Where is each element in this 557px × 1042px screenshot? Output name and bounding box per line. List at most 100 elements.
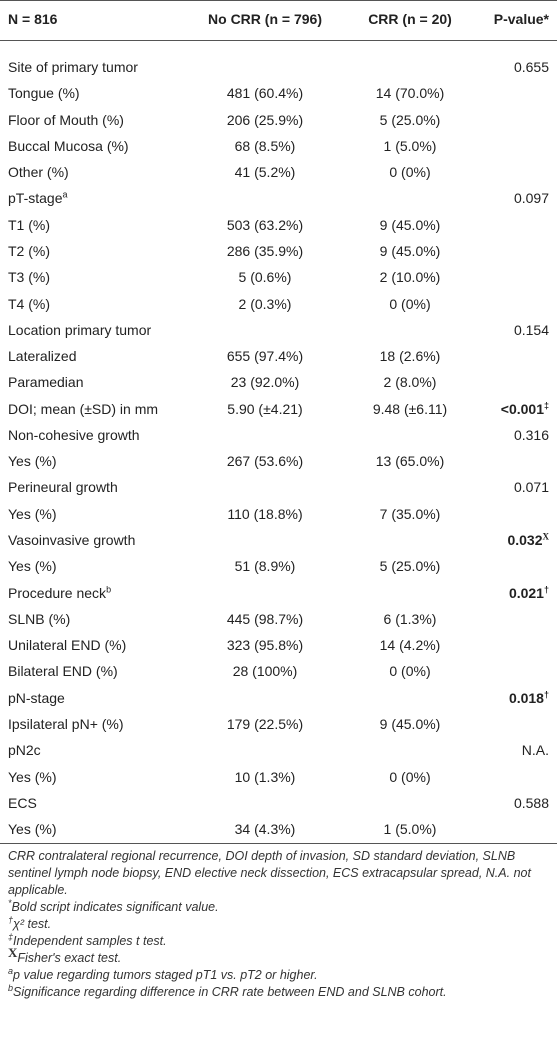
table-cell: 0.071	[513, 479, 549, 496]
table-cell: Floor of Mouth (%)	[8, 111, 124, 128]
table-cell: 206 (25.9%)	[226, 111, 304, 128]
table-cell: Non-cohesive growth	[8, 426, 140, 443]
footnotes: CRR contralateral regional recurrence, D…	[8, 848, 553, 1001]
footnote: bSignificance regarding difference in CR…	[8, 982, 553, 1001]
table-cell: 9 (45.0%)	[379, 242, 441, 259]
table-cell	[345, 474, 475, 500]
table-cell	[190, 527, 340, 553]
table-cell: DOI; mean (±SD) in mm	[8, 400, 159, 417]
cell-text: 0.018	[508, 689, 544, 706]
table-cell: 2 (10.0%)	[379, 269, 441, 286]
table-cell: 28 (100%)	[232, 663, 298, 680]
table-cell: 10 (1.3%)	[234, 768, 296, 785]
cell-text: Procedure neck	[8, 584, 107, 601]
table-cell: ECS	[8, 794, 37, 811]
table-cell: 23 (92.0%)	[230, 374, 300, 391]
table-cell: 481 (60.4%)	[226, 85, 304, 102]
footnote-mark: X	[8, 944, 18, 960]
table-cell: Yes (%)	[8, 505, 57, 522]
table-cell	[190, 422, 340, 448]
table-cell: 1 (5.0%)	[383, 821, 437, 838]
table-cell	[345, 422, 475, 448]
table-cell: 14 (4.2%)	[379, 637, 441, 654]
table-cell: pN-stage	[8, 689, 65, 706]
table-cell: 0.097	[513, 190, 549, 207]
footnote: *Bold script indicates significant value…	[8, 897, 553, 916]
table-cell: 6 (1.3%)	[383, 610, 437, 627]
table-cell: 286 (35.9%)	[226, 242, 304, 259]
table-cell: Procedure neckb	[8, 580, 111, 606]
table-cell: 51 (8.9%)	[234, 558, 296, 575]
table-cell: pN2c	[8, 742, 41, 759]
cell-text: <0.001	[500, 400, 544, 417]
table-cell: 445 (98.7%)	[226, 610, 304, 627]
footnote: XFisher's exact test.	[8, 946, 553, 967]
table-cell	[345, 580, 475, 606]
table-cell	[190, 317, 340, 343]
table-cell: Buccal Mucosa (%)	[8, 137, 129, 154]
table-cell: 0.588	[513, 794, 549, 811]
table-cell: 5 (25.0%)	[379, 111, 441, 128]
table-cell: 0 (0%)	[389, 164, 431, 181]
superscript: †	[543, 583, 549, 594]
superscript: †	[543, 689, 549, 700]
table-cell: Paramedian	[8, 374, 84, 391]
table-cell: 18 (2.6%)	[379, 348, 441, 365]
table-cell: Ipsilateral pN+ (%)	[8, 716, 124, 732]
footnote-mark: *	[8, 897, 12, 908]
table-cell: 34 (4.3%)	[234, 821, 296, 838]
table-cell: 68 (8.5%)	[234, 137, 296, 154]
table-cell: 267 (53.6%)	[226, 453, 304, 470]
footnote-mark: b	[8, 982, 14, 993]
table-cell	[190, 185, 340, 211]
table-cell: Vasoinvasive growth	[8, 532, 136, 549]
table-cell	[345, 737, 475, 763]
table-cell: 41 (5.2%)	[234, 164, 296, 181]
table-cell: Lateralized	[8, 348, 77, 365]
table-cell: 323 (95.8%)	[226, 637, 304, 654]
footnote-mark: ‡	[8, 931, 14, 942]
footnote: ap value regarding tumors staged pT1 vs.…	[8, 966, 553, 984]
table-cell: N.A.	[521, 742, 549, 759]
table-cell: 9 (45.0%)	[379, 716, 441, 732]
table-cell	[190, 474, 340, 500]
table-cell: T3 (%)	[8, 269, 50, 286]
footnote-mark: †	[8, 914, 14, 925]
table-cell: 179 (22.5%)	[226, 716, 304, 732]
table-cell: T1 (%)	[8, 216, 50, 233]
footnote: CRR contralateral regional recurrence, D…	[8, 848, 553, 899]
table-cell: 655 (97.4%)	[226, 348, 304, 365]
table-cell: Other (%)	[8, 164, 69, 181]
table-cell: 0.655	[513, 59, 549, 75]
table-cell: 5.90 (±4.21)	[227, 400, 303, 417]
superscript: b	[106, 583, 112, 594]
table-cell: 0 (0%)	[389, 295, 431, 312]
table-cell: 9.48 (±6.11)	[372, 400, 448, 417]
table-cell: 0.032X	[507, 527, 549, 553]
superscript: a	[62, 189, 68, 200]
table-cell: Unilateral END (%)	[8, 637, 127, 654]
table-cell: SLNB (%)	[8, 610, 71, 627]
table-cell: 7 (35.0%)	[379, 505, 441, 522]
table-cell: 14 (70.0%)	[375, 85, 445, 102]
table-cell	[190, 737, 340, 763]
footnote-text: Bold script indicates significant value.	[11, 900, 219, 914]
table-cell	[345, 685, 475, 711]
rule	[0, 40, 557, 41]
rule	[0, 0, 557, 1]
table-cell	[190, 685, 340, 711]
table-cell: 0.021†	[509, 580, 549, 606]
rule	[0, 843, 557, 844]
table-cell	[345, 790, 475, 816]
table-cell: Site of primary tumor	[8, 59, 138, 75]
header-cell: No CRR (n = 796)	[208, 11, 322, 27]
footnote: ‡Independent samples t test.	[8, 931, 553, 950]
footnote-text: Independent samples t test.	[13, 934, 167, 948]
table-cell: Yes (%)	[8, 453, 57, 470]
table-cell: 5 (25.0%)	[379, 558, 441, 575]
table-cell	[345, 54, 475, 80]
table-cell: pT-stagea	[8, 185, 68, 211]
table-cell	[345, 317, 475, 343]
table-cell: Bilateral END (%)	[8, 663, 118, 680]
table-cell: <0.001‡	[501, 396, 549, 422]
